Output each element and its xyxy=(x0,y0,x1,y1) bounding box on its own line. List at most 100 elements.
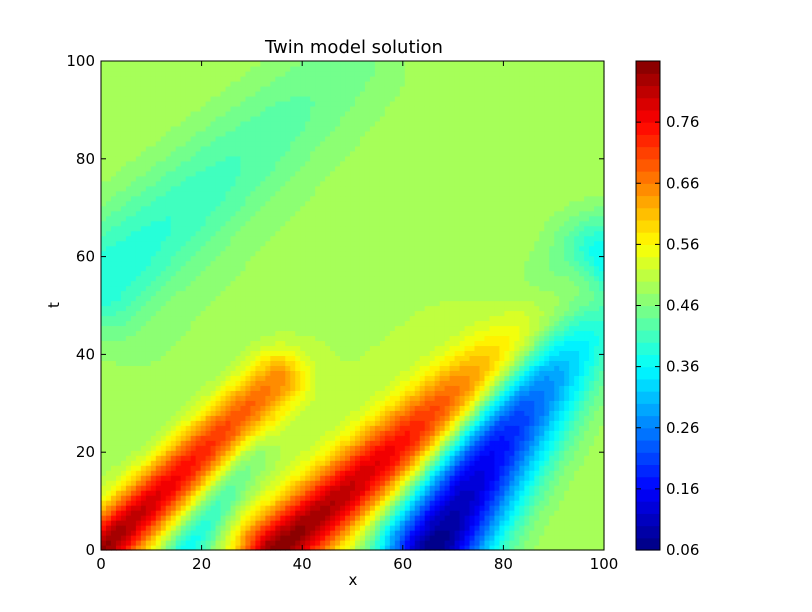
contour-cell xyxy=(434,480,441,486)
contour-cell xyxy=(454,445,461,451)
contour-cell xyxy=(265,460,271,466)
contour-cell xyxy=(504,545,510,551)
contour-cell xyxy=(265,420,271,426)
contour-cell xyxy=(589,460,595,466)
contour-cell xyxy=(559,525,565,531)
contour-cell xyxy=(354,370,361,376)
contour-cell xyxy=(439,345,446,352)
contour-cell xyxy=(594,365,600,371)
contour-cell xyxy=(384,350,391,356)
contour-cell xyxy=(260,440,266,446)
contour-cell xyxy=(225,430,232,436)
contour-cell xyxy=(330,445,336,451)
contour-cell xyxy=(305,495,311,501)
contour-cell xyxy=(160,500,167,506)
contour-cell xyxy=(335,380,341,386)
contour-cell xyxy=(160,430,167,436)
contour-cell xyxy=(394,510,401,516)
contour-cell xyxy=(549,330,555,337)
contour-cell xyxy=(569,460,575,466)
contour-cell xyxy=(389,410,396,416)
contour-cell xyxy=(509,535,515,541)
contour-cell xyxy=(105,305,112,312)
contour-cell xyxy=(320,405,326,411)
contour-cell xyxy=(574,360,580,366)
contour-cell xyxy=(335,350,341,356)
contour-cell xyxy=(210,335,217,342)
contour-cell xyxy=(120,370,127,376)
contour-cell xyxy=(459,505,466,511)
contour-cell xyxy=(439,480,446,486)
contour-cell xyxy=(589,415,595,421)
contour-cell xyxy=(350,505,356,511)
contour-cell xyxy=(225,545,232,551)
contour-cell xyxy=(180,385,187,391)
contour-cell xyxy=(589,375,595,381)
contour-cell xyxy=(260,350,266,356)
contour-cell xyxy=(499,460,505,466)
contour-cell xyxy=(190,465,197,471)
contour-cell xyxy=(170,415,177,421)
contour-cell xyxy=(245,305,252,312)
contour-cell xyxy=(424,530,431,536)
contour-cell xyxy=(180,320,187,327)
contour-cell xyxy=(110,355,117,361)
contour-cell xyxy=(225,395,232,401)
contour-cell xyxy=(514,510,520,516)
contour-cell xyxy=(549,395,555,401)
contour-cell xyxy=(369,435,376,441)
contour-cell xyxy=(544,545,550,551)
contour-cell xyxy=(115,530,122,536)
contour-cell xyxy=(220,410,227,416)
contour-cell xyxy=(215,430,222,436)
contour-cell xyxy=(414,480,421,486)
contour-cell xyxy=(310,540,316,546)
contour-cell xyxy=(300,480,306,486)
contour-cell xyxy=(554,425,560,431)
contour-cell xyxy=(434,305,441,312)
contour-cell xyxy=(110,480,117,486)
contour-cell xyxy=(290,485,296,491)
contour-cell xyxy=(404,535,411,541)
contour-cell xyxy=(220,355,227,361)
contour-cell xyxy=(559,520,565,526)
contour-cell xyxy=(300,520,306,526)
contour-cell xyxy=(589,310,595,317)
contour-cell xyxy=(240,320,247,327)
contour-cell xyxy=(250,405,256,411)
contour-cell xyxy=(105,340,112,347)
contour-cell xyxy=(399,345,406,352)
contour-cell xyxy=(285,305,291,312)
contour-cell xyxy=(544,440,550,446)
contour-cell xyxy=(469,380,476,386)
contour-cell xyxy=(539,515,545,521)
contour-cell xyxy=(120,520,127,526)
contour-cell xyxy=(250,305,256,312)
contour-cell xyxy=(215,335,222,342)
contour-cell xyxy=(424,315,431,322)
contour-cell xyxy=(359,460,366,466)
contour-cell xyxy=(205,370,212,376)
contour-cell xyxy=(350,530,356,536)
contour-cell xyxy=(579,320,585,327)
contour-cell xyxy=(494,500,501,506)
contour-cell xyxy=(140,410,147,416)
contour-cell xyxy=(265,545,271,551)
contour-cell xyxy=(230,390,237,396)
contour-cell xyxy=(399,325,406,332)
plot-area xyxy=(101,61,605,551)
contour-cell xyxy=(394,425,401,431)
contour-cell xyxy=(369,410,376,416)
contour-cell xyxy=(394,365,401,371)
contour-cell xyxy=(529,465,535,471)
contour-cell xyxy=(230,495,237,501)
contour-cell xyxy=(374,535,381,541)
contour-cell xyxy=(130,425,137,431)
contour-cell xyxy=(529,305,535,312)
contour-cell xyxy=(509,410,515,416)
contour-cell xyxy=(280,540,286,546)
contour-cell xyxy=(190,450,197,456)
contour-cell xyxy=(514,545,520,551)
contour-cell xyxy=(374,365,381,371)
contour-cell xyxy=(185,405,192,411)
